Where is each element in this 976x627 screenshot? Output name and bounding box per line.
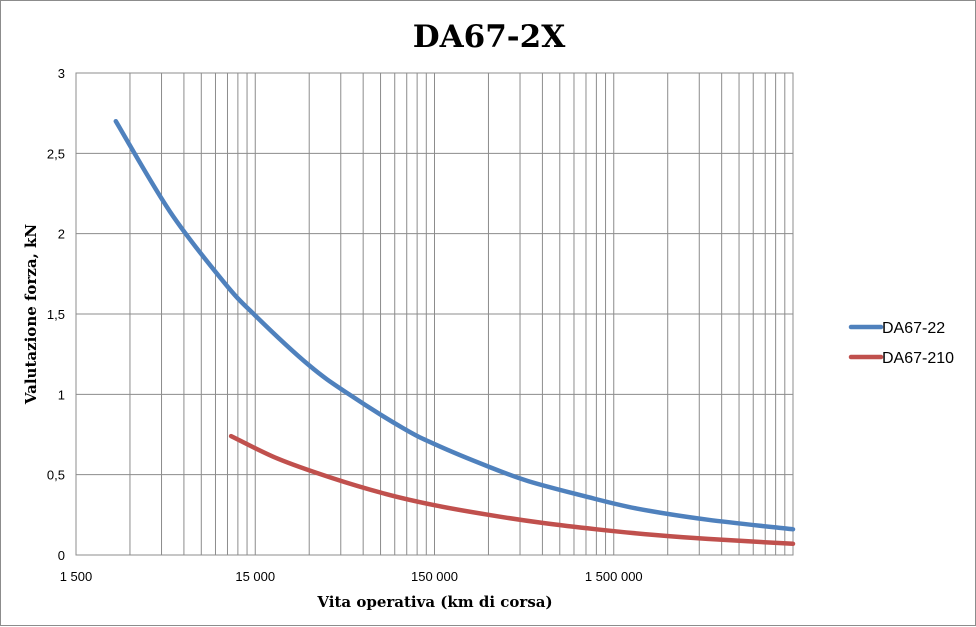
chart-title: DA67-2X — [413, 19, 567, 55]
y-tick-label: 3 — [58, 66, 65, 81]
y-tick-label: 1 — [58, 387, 65, 402]
plot-area — [75, 72, 794, 556]
x-tick-label: 1 500 — [60, 569, 93, 584]
x-tick-label: 150 000 — [411, 569, 458, 584]
y-axis-title: Valutazione forza, kN — [22, 224, 40, 406]
y-tick-label: 1,5 — [47, 307, 65, 322]
grid — [76, 73, 793, 555]
y-tick-label: 0 — [58, 548, 65, 563]
series-line-da67-210 — [228, 433, 796, 547]
series-line-da67-22 — [113, 118, 796, 532]
y-tick-label: 2 — [58, 227, 65, 242]
legend-label: DA67-22 — [882, 320, 945, 337]
x-tick-label: 15 000 — [235, 569, 275, 584]
x-axis-title: Vita operativa (km di corsa) — [316, 593, 552, 611]
legend: DA67-22 DA67-210 — [848, 320, 954, 367]
y-tick-label: 2,5 — [47, 146, 65, 161]
y-tick-label: 0,5 — [47, 468, 65, 483]
tick-labels: 1 500 15 000 150 000 1 500 000 0 0,5 1 1,5 2 2,5 3 — [47, 66, 643, 584]
x-tick-label: 1 500 000 — [585, 569, 643, 584]
legend-label: DA67-210 — [882, 350, 954, 367]
series-layer — [113, 118, 796, 547]
